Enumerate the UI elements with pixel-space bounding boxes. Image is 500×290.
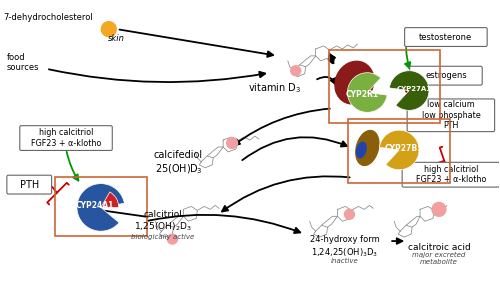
Wedge shape <box>390 71 429 110</box>
Ellipse shape <box>356 130 379 165</box>
FancyBboxPatch shape <box>7 175 52 194</box>
Text: skin: skin <box>108 34 125 43</box>
Text: CYP27A1: CYP27A1 <box>396 86 432 92</box>
FancyBboxPatch shape <box>407 99 494 132</box>
Wedge shape <box>101 192 118 207</box>
Text: PTH: PTH <box>20 180 39 190</box>
Text: major excreted
metabolite: major excreted metabolite <box>412 252 466 265</box>
Text: calcifediol
25(OH)D$_3$: calcifediol 25(OH)D$_3$ <box>154 150 203 176</box>
Text: food
sources: food sources <box>6 53 39 72</box>
Text: calcitriol
1,25(OH)$_2$D$_3$: calcitriol 1,25(OH)$_2$D$_3$ <box>134 210 192 233</box>
Text: calcitroic acid: calcitroic acid <box>408 242 470 251</box>
Ellipse shape <box>356 142 366 158</box>
Circle shape <box>226 137 237 148</box>
FancyBboxPatch shape <box>404 28 487 46</box>
Text: 24-hydroxy form
1,24,25(OH)$_3$D$_3$: 24-hydroxy form 1,24,25(OH)$_3$D$_3$ <box>310 235 380 259</box>
Circle shape <box>432 202 446 216</box>
Text: vitamin D$_3$: vitamin D$_3$ <box>248 82 302 95</box>
Text: CYP24A1: CYP24A1 <box>76 201 114 210</box>
Wedge shape <box>348 73 387 112</box>
Text: estrogens: estrogens <box>425 71 467 80</box>
Circle shape <box>102 22 116 37</box>
Text: 7-dehydrocholesterol: 7-dehydrocholesterol <box>4 13 93 22</box>
Circle shape <box>344 209 354 219</box>
Text: biologically active: biologically active <box>131 234 194 240</box>
FancyBboxPatch shape <box>402 162 500 187</box>
FancyBboxPatch shape <box>410 66 482 85</box>
Circle shape <box>168 234 177 244</box>
Text: high calcitriol
FGF23 + α-klotho: high calcitriol FGF23 + α-klotho <box>31 128 101 148</box>
Text: testosterone: testosterone <box>420 32 472 41</box>
Wedge shape <box>77 184 124 231</box>
FancyBboxPatch shape <box>20 126 112 151</box>
Text: CYP2R1: CYP2R1 <box>346 90 379 99</box>
Text: inactive: inactive <box>330 258 358 264</box>
Text: high calcitriol
FGF23 + α-klotho: high calcitriol FGF23 + α-klotho <box>416 165 486 184</box>
Ellipse shape <box>335 61 374 104</box>
Text: CYP27B1: CYP27B1 <box>384 144 423 153</box>
Circle shape <box>291 66 300 76</box>
Text: low calcium
low phosphate
PTH: low calcium low phosphate PTH <box>422 100 480 130</box>
Wedge shape <box>380 130 419 170</box>
